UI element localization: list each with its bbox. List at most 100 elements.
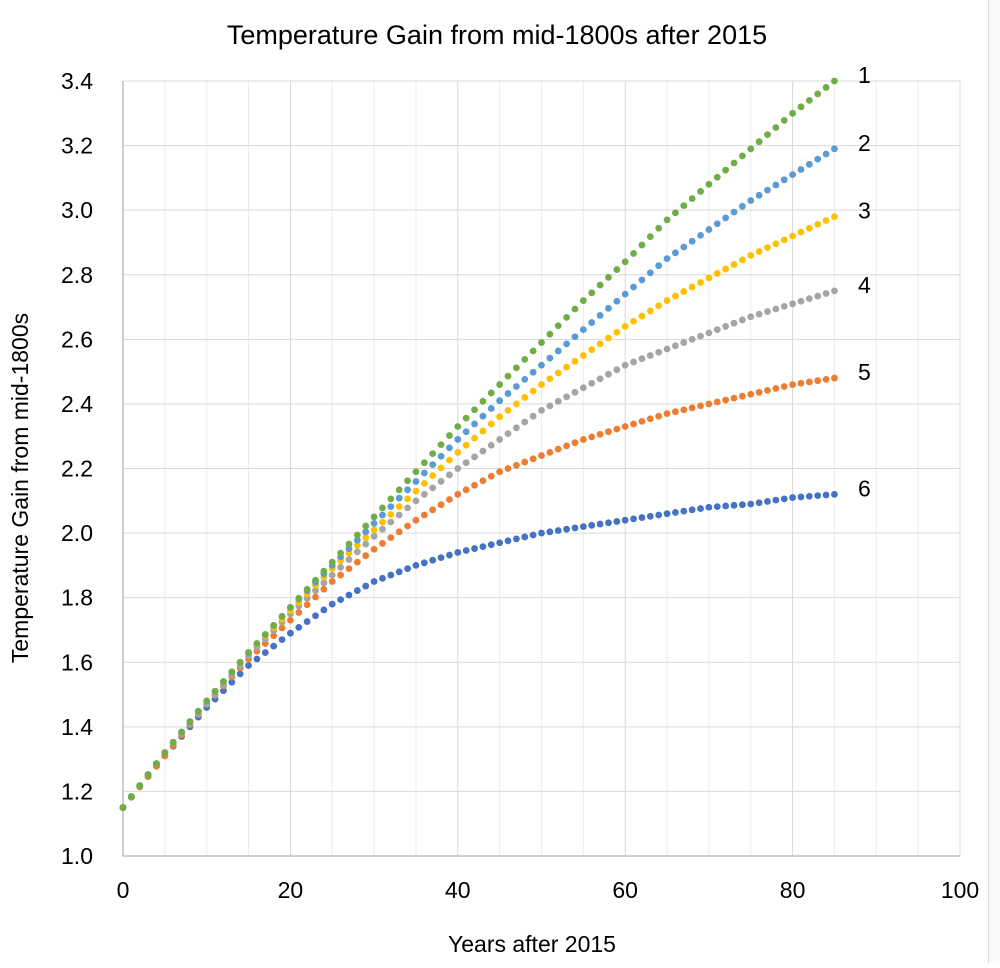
x-tick-label: 80 [780, 877, 806, 903]
data-point [747, 251, 755, 259]
data-point [722, 166, 730, 174]
data-point [471, 420, 478, 428]
data-point [646, 415, 654, 423]
data-point [429, 506, 437, 514]
data-point [420, 459, 428, 467]
series-label-3: 3 [858, 198, 871, 224]
data-point [621, 258, 629, 266]
data-point [613, 425, 621, 433]
data-point [203, 697, 211, 705]
data-point [429, 450, 437, 458]
data-point [404, 477, 411, 485]
data-point [362, 582, 370, 590]
data-point [278, 636, 286, 644]
data-point [529, 455, 537, 463]
data-point [663, 297, 671, 304]
x-tick-label: 100 [941, 877, 979, 903]
data-point [822, 375, 830, 383]
data-point [546, 402, 554, 410]
data-point [831, 213, 838, 221]
data-point [663, 345, 671, 353]
data-point [412, 516, 420, 524]
data-point [496, 381, 504, 388]
data-point [772, 181, 780, 189]
data-point [454, 490, 462, 498]
data-point [805, 224, 813, 232]
data-point [538, 406, 545, 414]
data-point [270, 632, 278, 640]
data-point [605, 370, 612, 378]
data-point [797, 493, 805, 501]
data-point [462, 428, 470, 436]
data-point [529, 368, 537, 376]
data-point [554, 445, 562, 453]
data-point [245, 649, 252, 656]
data-point [412, 561, 420, 569]
data-point [328, 600, 336, 608]
data-point [454, 423, 462, 430]
data-point [471, 453, 478, 461]
data-point [797, 166, 805, 173]
data-point [278, 624, 286, 632]
data-point [395, 486, 403, 494]
data-point [663, 255, 671, 263]
data-point [655, 412, 663, 420]
data-point [831, 287, 838, 295]
data-point [504, 537, 512, 545]
data-point [353, 587, 361, 594]
data-point [663, 510, 671, 518]
data-point [638, 241, 646, 249]
data-point [772, 385, 780, 392]
data-point [588, 289, 596, 297]
data-point [253, 640, 261, 647]
data-point [713, 398, 721, 406]
y-tick-label: 2.8 [61, 262, 93, 288]
data-point [429, 461, 437, 469]
data-point [697, 279, 704, 286]
data-point [337, 563, 345, 571]
data-point [554, 527, 562, 534]
data-point [755, 388, 763, 396]
data-point [153, 760, 160, 768]
data-point [387, 510, 395, 518]
data-point [471, 481, 478, 489]
data-point [772, 124, 780, 131]
data-point [538, 452, 545, 459]
data-point [521, 418, 529, 426]
data-point [730, 208, 738, 216]
series-labels: 1 2 3 4 5 6 [858, 62, 871, 501]
y-tick-label: 1.4 [61, 714, 93, 740]
data-point [546, 330, 554, 338]
data-point [303, 585, 311, 593]
data-point [672, 342, 679, 350]
data-point [546, 375, 554, 383]
data-point [504, 406, 512, 414]
data-point [554, 347, 562, 355]
data-point [764, 186, 771, 194]
data-point [387, 534, 395, 542]
data-point [353, 548, 361, 556]
data-point [663, 410, 671, 418]
data-point [646, 307, 654, 315]
data-point [655, 302, 663, 310]
data-point [605, 334, 612, 342]
x-tick-label: 60 [612, 877, 638, 903]
data-point [764, 131, 771, 139]
data-point [805, 160, 813, 168]
data-point [805, 492, 813, 500]
data-point [211, 687, 219, 695]
data-point [831, 77, 838, 85]
data-point [638, 417, 646, 425]
data-point [521, 458, 529, 466]
data-point [362, 534, 370, 542]
data-point [755, 310, 763, 318]
data-point [462, 547, 470, 554]
data-point [571, 333, 579, 341]
data-point [454, 465, 462, 472]
series-label-4: 4 [858, 272, 871, 298]
data-point [805, 295, 813, 303]
data-point [789, 300, 796, 308]
data-point [487, 405, 495, 412]
data-point [446, 456, 453, 464]
data-point [738, 152, 746, 160]
